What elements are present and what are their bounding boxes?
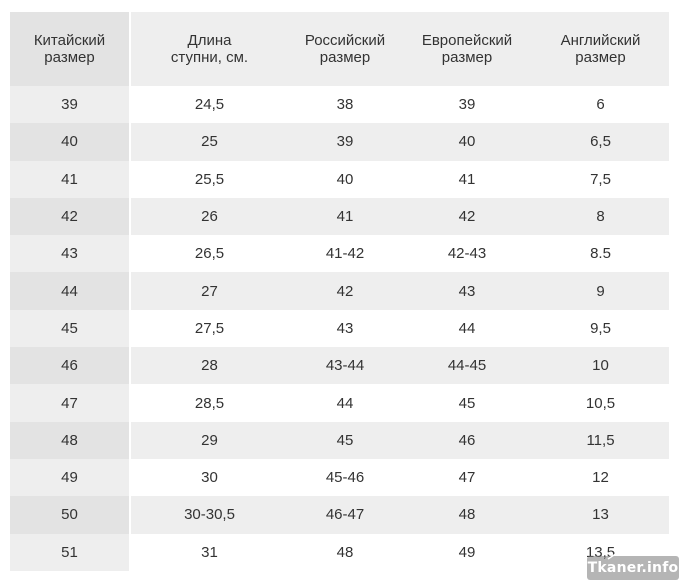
cell-chinese-size: 45 — [10, 309, 131, 348]
cell-chinese-size: 46 — [10, 347, 131, 385]
cell-foot-length: 27 — [130, 272, 288, 310]
cell-english-size: 11,5 — [532, 421, 669, 459]
cell-english-size: 6 — [532, 86, 669, 124]
cell-european-size: 46 — [402, 421, 532, 459]
cell-chinese-size: 40 — [10, 123, 131, 161]
table-row: 46 28 43-44 44-45 10 — [10, 347, 669, 385]
cell-chinese-size: 42 — [10, 197, 131, 236]
cell-european-size: 44 — [402, 309, 532, 348]
cell-russian-size: 45 — [288, 421, 402, 459]
cell-russian-size: 41 — [288, 197, 402, 236]
cell-european-size: 47 — [402, 458, 532, 497]
cell-chinese-size: 44 — [10, 272, 131, 310]
cell-english-size: 8 — [532, 197, 669, 236]
cell-russian-size: 46-47 — [288, 496, 402, 534]
cell-foot-length: 24,5 — [130, 86, 288, 124]
cell-chinese-size: 50 — [10, 496, 131, 534]
table-row: 43 26,5 41-42 42-43 8.5 — [10, 235, 669, 273]
cell-foot-length: 27,5 — [130, 309, 288, 348]
cell-foot-length: 26,5 — [130, 235, 288, 273]
cell-english-size: 7,5 — [532, 160, 669, 198]
table-body: 39 24,5 38 39 6 40 25 39 40 6,5 41 25,5 40 41 7,5 42 26 4… — [10, 86, 669, 571]
header-european-size: Европейский размер — [402, 12, 532, 86]
table-row: 40 25 39 40 6,5 — [10, 123, 669, 161]
cell-russian-size: 38 — [288, 86, 402, 124]
cell-european-size: 40 — [402, 123, 532, 161]
cell-russian-size: 43 — [288, 309, 402, 348]
header-russian-size: Российский размер — [288, 12, 402, 86]
table-row: 44 27 42 43 9 — [10, 272, 669, 310]
table-row: 39 24,5 38 39 6 — [10, 86, 669, 124]
cell-chinese-size: 47 — [10, 384, 131, 422]
cell-european-size: 41 — [402, 160, 532, 198]
header-foot-length: Длина ступни, см. — [130, 12, 288, 86]
table-row: 51 31 48 49 13,5 — [10, 533, 669, 571]
cell-russian-size: 41-42 — [288, 235, 402, 273]
cell-russian-size: 40 — [288, 160, 402, 198]
table-row: 47 28,5 44 45 10,5 — [10, 384, 669, 422]
cell-european-size: 42 — [402, 197, 532, 236]
header-row: Китайский размер Длина ступни, см. Росси… — [10, 12, 669, 86]
header-chinese-size: Китайский размер — [10, 12, 131, 86]
cell-english-size: 8.5 — [532, 235, 669, 273]
cell-chinese-size: 49 — [10, 458, 131, 497]
cell-foot-length: 25,5 — [130, 160, 288, 198]
cell-english-size: 6,5 — [532, 123, 669, 161]
cell-english-size: 12 — [532, 458, 669, 497]
cell-english-size: 9,5 — [532, 309, 669, 348]
cell-chinese-size: 51 — [10, 533, 131, 571]
table-row: 49 30 45-46 47 12 — [10, 458, 669, 497]
cell-european-size: 44-45 — [402, 347, 532, 385]
cell-english-size: 10,5 — [532, 384, 669, 422]
cell-european-size: 45 — [402, 384, 532, 422]
cell-foot-length: 25 — [130, 123, 288, 161]
size-table: Китайский размер Длина ступни, см. Росси… — [10, 12, 670, 571]
cell-chinese-size: 48 — [10, 421, 131, 459]
watermark-text: Tkaner.info — [587, 560, 679, 576]
cell-russian-size: 43-44 — [288, 347, 402, 385]
cell-russian-size: 48 — [288, 533, 402, 571]
cell-chinese-size: 43 — [10, 235, 131, 273]
cell-foot-length: 31 — [130, 533, 288, 571]
cell-foot-length: 30-30,5 — [130, 496, 288, 534]
size-chart: Китайский размер Длина ступни, см. Росси… — [10, 12, 669, 571]
cell-russian-size: 45-46 — [288, 458, 402, 497]
cell-european-size: 43 — [402, 272, 532, 310]
table-row: 45 27,5 43 44 9,5 — [10, 309, 669, 348]
cell-european-size: 39 — [402, 86, 532, 124]
cell-european-size: 42-43 — [402, 235, 532, 273]
table-row: 41 25,5 40 41 7,5 — [10, 160, 669, 198]
cell-foot-length: 29 — [130, 421, 288, 459]
cell-english-size: 13 — [532, 496, 669, 534]
cell-chinese-size: 41 — [10, 160, 131, 198]
cell-foot-length: 26 — [130, 197, 288, 236]
cell-european-size: 49 — [402, 533, 532, 571]
table-header: Китайский размер Длина ступни, см. Росси… — [10, 12, 669, 86]
cell-european-size: 48 — [402, 496, 532, 534]
table-row: 42 26 41 42 8 — [10, 197, 669, 236]
header-english-size: Английский размер — [532, 12, 669, 86]
table-row: 48 29 45 46 11,5 — [10, 421, 669, 459]
cell-russian-size: 44 — [288, 384, 402, 422]
cell-english-size: 9 — [532, 272, 669, 310]
watermark-logo: Tkaner.info — [587, 556, 679, 580]
table-row: 50 30-30,5 46-47 48 13 — [10, 496, 669, 534]
cell-russian-size: 39 — [288, 123, 402, 161]
cell-russian-size: 42 — [288, 272, 402, 310]
cell-foot-length: 30 — [130, 458, 288, 497]
needle-icon — [607, 550, 621, 560]
cell-foot-length: 28,5 — [130, 384, 288, 422]
cell-foot-length: 28 — [130, 347, 288, 385]
cell-english-size: 10 — [532, 347, 669, 385]
cell-chinese-size: 39 — [10, 86, 131, 124]
